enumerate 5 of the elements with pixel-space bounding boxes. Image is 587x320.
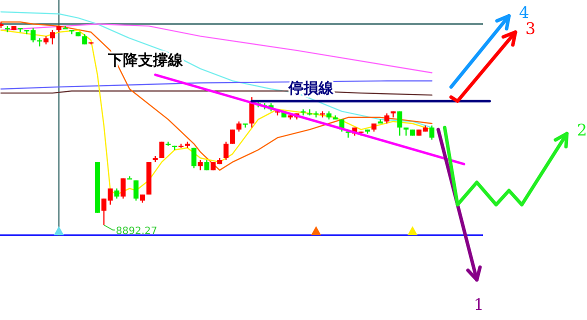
series-label: 1 <box>474 294 484 314</box>
legend-label: 4 <box>518 2 530 22</box>
annotation: 8892.27 <box>103 224 158 237</box>
legend-label: 3 <box>525 19 536 38</box>
legend-label: 2 <box>576 120 587 140</box>
